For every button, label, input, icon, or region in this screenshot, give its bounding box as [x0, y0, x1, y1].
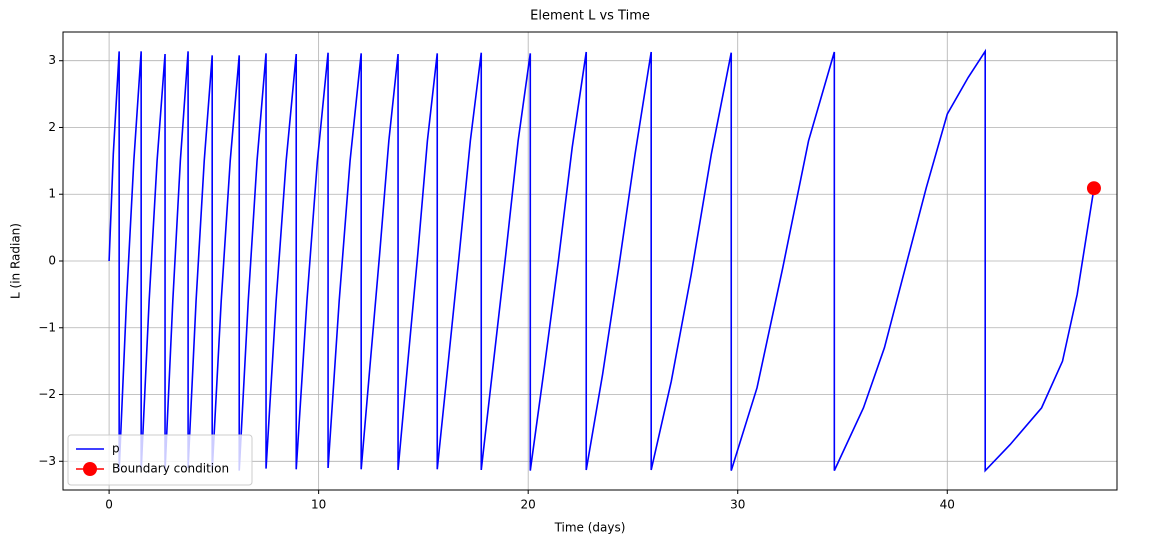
x-tick-label: 0: [105, 498, 113, 512]
x-tick-label: 30: [730, 498, 745, 512]
plot-frame: [62, 31, 1118, 491]
data-point: [1086, 181, 1101, 196]
x-tick-label: 20: [521, 498, 536, 512]
legend-label: Boundary condition: [112, 462, 229, 476]
y-tick-label: 0: [48, 254, 56, 268]
y-tick-label: 1: [48, 187, 56, 201]
y-tick-label: 3: [48, 53, 56, 67]
legend-label: p: [112, 442, 120, 456]
chart-title: Element L vs Time: [530, 9, 650, 24]
y-tick-label: −2: [38, 387, 56, 401]
legend-marker: [83, 462, 97, 476]
y-axis-label: L (in Radian): [9, 223, 23, 299]
y-tick-label: −1: [38, 320, 56, 334]
data-line: [108, 48, 1095, 473]
x-tick-label: 40: [940, 498, 955, 512]
y-tick-label: 2: [48, 120, 56, 134]
y-tick-label: −3: [38, 454, 56, 468]
x-tick-label: 10: [311, 498, 326, 512]
legend-box: [67, 434, 253, 486]
x-axis-label: Time (days): [554, 521, 626, 535]
